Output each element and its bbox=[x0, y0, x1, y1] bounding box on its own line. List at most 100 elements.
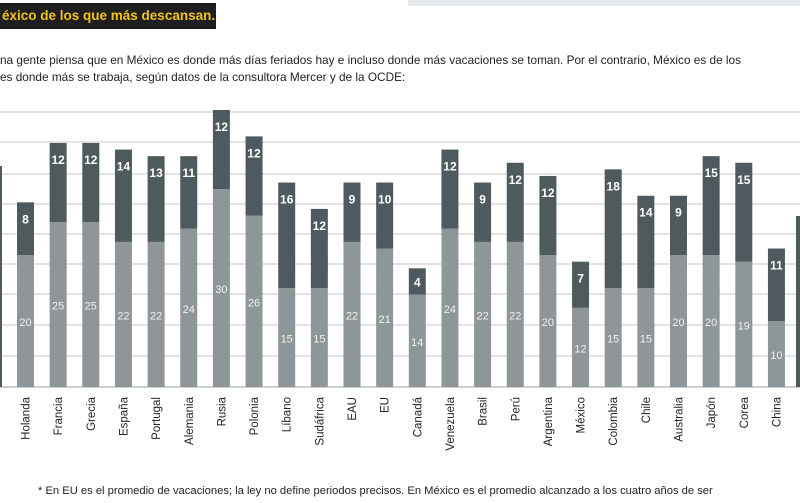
bar-upper-alemania bbox=[180, 156, 198, 229]
bar-upper-grecia bbox=[82, 142, 100, 223]
label-upper-francia: 12 bbox=[51, 153, 65, 167]
header-band bbox=[408, 0, 800, 6]
bar-lower-australia bbox=[670, 255, 687, 387]
label-lower-china: 10 bbox=[770, 350, 782, 362]
tick-label-holanda: Holanda bbox=[21, 396, 33, 439]
bar-lower-peru bbox=[506, 241, 524, 387]
label-upper-venezuela: 12 bbox=[443, 160, 457, 174]
bar-lower-canada bbox=[408, 294, 426, 387]
tick-label-rusia: Rusia bbox=[216, 396, 228, 426]
label-lower-libano: 15 bbox=[281, 334, 293, 346]
bar-lower-portugal bbox=[147, 241, 165, 387]
label-lower-sudafrica: 15 bbox=[313, 334, 325, 346]
bar-upper-holanda bbox=[17, 202, 34, 256]
label-lower-peru: 22 bbox=[509, 310, 521, 322]
label-upper-portugal: 13 bbox=[149, 166, 163, 180]
label-upper-espana: 14 bbox=[117, 160, 131, 174]
bar-lower-chile bbox=[637, 288, 655, 387]
label-upper-mexico: 7 bbox=[577, 272, 584, 286]
label-lower-eau: 22 bbox=[346, 310, 358, 322]
intro-line-1: na gente piensa que en México es donde m… bbox=[0, 53, 742, 67]
bar-lower-venezuela bbox=[441, 228, 459, 387]
bar-upper-corea bbox=[735, 162, 753, 262]
label-lower-brasil: 22 bbox=[476, 310, 488, 322]
label-upper-holanda: 8 bbox=[22, 212, 29, 226]
label-lower-polonia: 26 bbox=[248, 297, 260, 309]
bar-lower-argentina bbox=[539, 255, 557, 387]
label-upper-grecia: 12 bbox=[84, 153, 98, 167]
tick-label-china: China bbox=[771, 396, 783, 427]
bar-lower-eau bbox=[343, 241, 361, 387]
bar-upper-colombia bbox=[604, 169, 622, 289]
tick-label-libano: Líbano bbox=[282, 397, 294, 432]
label-lower-chile: 15 bbox=[640, 334, 652, 346]
label-lower-alemania: 24 bbox=[183, 304, 195, 316]
bar-lower-mexico bbox=[572, 307, 590, 387]
stacked-bar-chart: 20 8 Holanda 25 12 Francia 25 12 Grecia 22 14 Españ… bbox=[0, 110, 800, 451]
label-upper-eau: 9 bbox=[349, 193, 356, 207]
edge-bar-right bbox=[796, 216, 800, 387]
tick-label-espana: España bbox=[118, 396, 130, 436]
label-upper-alemania: 11 bbox=[182, 166, 195, 180]
footnote: * En EU es el promedio de vacaciones; la… bbox=[38, 485, 713, 497]
tick-label-francia: Francia bbox=[53, 396, 65, 435]
tick-label-argentina: Argentina bbox=[543, 396, 555, 446]
tick-label-alemania: Alemania bbox=[184, 396, 196, 445]
label-upper-libano: 16 bbox=[280, 193, 294, 207]
tick-label-canada: Canadá bbox=[412, 396, 424, 437]
bar-lower-grecia bbox=[82, 222, 100, 387]
bar-upper-china bbox=[767, 248, 785, 322]
label-lower-francia: 25 bbox=[52, 301, 64, 313]
label-upper-eu: 10 bbox=[378, 193, 392, 207]
label-lower-holanda: 20 bbox=[19, 317, 31, 329]
label-upper-corea: 15 bbox=[737, 173, 751, 187]
label-lower-argentina: 20 bbox=[542, 317, 554, 329]
label-lower-colombia: 15 bbox=[607, 334, 619, 346]
bar-lower-sudafrica bbox=[310, 288, 328, 387]
bar-upper-sudafrica bbox=[310, 208, 328, 289]
bar-lower-china bbox=[767, 321, 785, 387]
label-lower-japon: 20 bbox=[705, 317, 717, 329]
label-lower-grecia: 25 bbox=[85, 301, 97, 313]
label-upper-canada: 4 bbox=[414, 275, 421, 289]
label-lower-australia: 20 bbox=[672, 317, 684, 329]
bar-upper-eu bbox=[376, 182, 394, 249]
label-lower-corea: 19 bbox=[738, 320, 750, 332]
label-upper-japon: 15 bbox=[704, 166, 718, 180]
label-upper-argentina: 12 bbox=[541, 186, 555, 200]
bar-lower-brasil bbox=[474, 241, 492, 387]
tick-label-venezuela: Venezuela bbox=[445, 396, 457, 450]
bar-upper-francia bbox=[49, 142, 67, 223]
tick-label-eu: EU bbox=[380, 397, 392, 413]
label-lower-canada: 14 bbox=[411, 337, 423, 349]
bar-upper-japon bbox=[702, 156, 720, 256]
edge-bar-left bbox=[0, 166, 2, 387]
tick-label-peru: Perú bbox=[510, 397, 522, 421]
tick-label-sudafrica: Sudáfrica bbox=[314, 396, 326, 445]
label-upper-colombia: 18 bbox=[607, 179, 621, 193]
bar-upper-eau bbox=[343, 182, 361, 242]
bar-lower-corea bbox=[735, 261, 753, 387]
bar-lower-alemania bbox=[180, 228, 198, 387]
bar-lower-colombia bbox=[604, 288, 622, 387]
tick-label-brasil: Brasil bbox=[478, 397, 490, 426]
intro-line-2: es donde más se trabaja, según datos de … bbox=[0, 70, 406, 84]
bar-upper-peru bbox=[506, 162, 524, 242]
tick-label-colombia: Colombia bbox=[608, 396, 620, 445]
tick-label-grecia: Grecia bbox=[86, 396, 98, 430]
bar-upper-brasil bbox=[474, 182, 492, 242]
label-upper-china: 11 bbox=[770, 259, 783, 273]
label-upper-rusia: 12 bbox=[215, 120, 229, 134]
bar-upper-argentina bbox=[539, 175, 557, 256]
label-upper-sudafrica: 12 bbox=[313, 219, 327, 233]
label-lower-eu: 21 bbox=[379, 314, 391, 326]
bar-upper-polonia bbox=[245, 136, 263, 216]
bar-upper-venezuela bbox=[441, 149, 459, 229]
bar-lower-rusia bbox=[212, 189, 230, 387]
label-upper-australia: 9 bbox=[675, 206, 682, 220]
bar-upper-australia bbox=[670, 195, 687, 256]
label-lower-mexico: 12 bbox=[574, 343, 586, 355]
tick-label-portugal: Portugal bbox=[151, 397, 163, 440]
bar-lower-polonia bbox=[245, 215, 263, 387]
bar-lower-eu bbox=[376, 248, 394, 387]
